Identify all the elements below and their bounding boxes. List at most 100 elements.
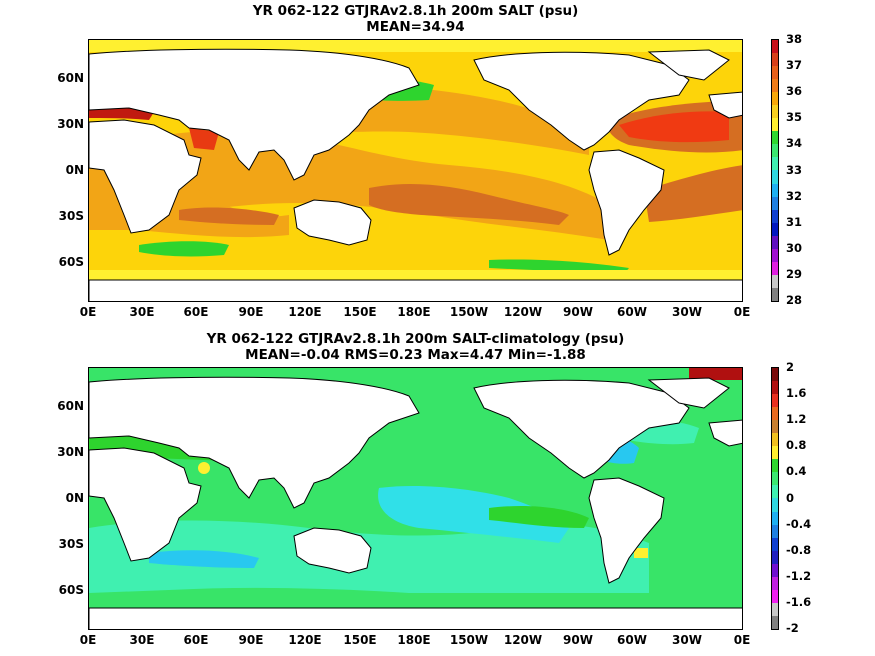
p1-lat-30N: 30N (57, 117, 84, 131)
yellow-spot-arabian (198, 462, 210, 474)
p1-lon-150E: 150E (343, 305, 377, 319)
antarctica (89, 279, 742, 301)
colorbar-segment (772, 368, 778, 382)
colorbar-segment (772, 53, 778, 67)
colorbar-segment (772, 420, 778, 434)
colorbar-segment (772, 511, 778, 525)
colorbar-tick-label: 36 (786, 84, 803, 99)
colorbar-tick-label: 31 (786, 214, 803, 229)
panel1-map (88, 39, 743, 302)
colorbar-segment (772, 472, 778, 486)
colorbar-segment (772, 615, 778, 629)
colorbar-segment (772, 274, 778, 288)
p2-lon-150W: 150W (449, 633, 489, 647)
p1-lon-90W: 90W (563, 305, 593, 319)
panel1-title-line2: MEAN=34.94 (366, 19, 465, 35)
north-america (473, 51, 690, 151)
colorbar-segment (772, 537, 778, 551)
p1-lon-0E-end: 0E (733, 305, 751, 319)
colorbar-tick-label: 1.6 (786, 386, 807, 401)
p1-lat-60S: 60S (58, 255, 84, 269)
colorbar-segment (772, 235, 778, 249)
colorbar-tick-label: -0.4 (786, 516, 812, 531)
colorbar-segment (772, 498, 778, 512)
colorbar-segment (772, 157, 778, 171)
colorbar-segment (772, 79, 778, 93)
colorbar-tick-label: 35 (786, 110, 803, 125)
colorbar-tick-label: -0.8 (786, 542, 812, 557)
colorbar-segment (772, 524, 778, 538)
yellow-spot-patagonia (634, 548, 648, 558)
p2-lon-60E: 60E (183, 633, 209, 647)
colorbar-tick-label: -2 (786, 621, 799, 635)
colorbar-segment (772, 576, 778, 590)
colorbar-tick-label: 29 (786, 266, 803, 281)
colorbar-tick-label: 0.4 (786, 464, 807, 479)
panel2-title-line1: YR 062-122 GTJRAv2.8.1h 200m SALT-climat… (206, 331, 625, 347)
colorbar-segment (772, 144, 778, 158)
land (89, 48, 742, 301)
colorbar-segment (772, 131, 778, 145)
colorbar-segment (772, 118, 778, 132)
p1-lon-60W: 60W (617, 305, 647, 319)
colorbar-segment (772, 183, 778, 197)
europe-west (708, 91, 742, 119)
panel1-title-line1: YR 062-122 GTJRAv2.8.1h 200m SALT (psu) (252, 3, 579, 19)
eurasia (89, 48, 420, 181)
colorbar-segment (772, 563, 778, 577)
australia-2 (293, 527, 372, 574)
p1-lat-0N: 0N (65, 163, 84, 177)
p2-lon-30E: 30E (129, 633, 155, 647)
colorbar-segment (772, 248, 778, 262)
p2-lon-0E-end: 0E (733, 633, 751, 647)
australia (293, 199, 372, 246)
panel2-colorbar (771, 367, 779, 630)
colorbar-tick-label: 0 (786, 490, 795, 505)
colorbar-segment (772, 446, 778, 460)
colorbar-segment (772, 589, 778, 603)
colorbar-tick-label: 0.8 (786, 438, 807, 453)
brown-south-pacific (369, 184, 569, 225)
p1-lon-120W: 120W (503, 305, 543, 319)
antarctica-2 (89, 607, 742, 629)
colorbar-segment (772, 394, 778, 408)
colorbar-segment (772, 261, 778, 275)
colorbar-tick-label: 34 (786, 136, 803, 151)
colorbar-segment (772, 602, 778, 616)
north-america-2 (473, 379, 690, 479)
panel2-title-line2: MEAN=-0.04 RMS=0.23 Max=4.47 Min=-1.88 (245, 347, 586, 363)
colorbar-tick-label: -1.2 (786, 568, 812, 583)
greenland (647, 49, 730, 81)
brown-south-atlantic (644, 165, 742, 222)
cyan-equatorial-pacific (378, 486, 569, 543)
colorbar-segment (772, 170, 778, 184)
south-america-2 (588, 477, 665, 584)
panel1-colorbar (771, 39, 779, 302)
colorbar-tick-label: 28 (786, 293, 803, 307)
colorbar-tick-label: 2 (786, 360, 795, 374)
europe-west-2 (708, 419, 742, 447)
p2-lat-30S: 30S (58, 537, 84, 551)
colorbar-segment (772, 287, 778, 301)
p2-lon-90W: 90W (563, 633, 593, 647)
colorbar-tick-label: 38 (786, 32, 803, 46)
colorbar-tick-label: 1.2 (786, 412, 807, 427)
panel2-map-svg (89, 368, 742, 629)
colorbar-segment (772, 92, 778, 106)
southern-band (89, 593, 742, 608)
panel2-title: YR 062-122 GTJRAv2.8.1h 200m SALT-climat… (88, 331, 743, 363)
colorbar-segment (772, 222, 778, 236)
p2-lat-60N: 60N (57, 399, 84, 413)
colorbar-segment (772, 196, 778, 210)
p1-lon-90E: 90E (238, 305, 264, 319)
red-north-atlantic (619, 111, 729, 143)
p2-lon-60W: 60W (617, 633, 647, 647)
colorbar-segment (772, 550, 778, 564)
brown-indian (179, 207, 279, 225)
p2-lon-180E: 180E (397, 633, 431, 647)
arctic-red (689, 368, 742, 380)
p2-lon-90E: 90E (238, 633, 264, 647)
colorbar-segment (772, 381, 778, 395)
p1-lon-30W: 30W (672, 305, 702, 319)
colorbar-segment (772, 66, 778, 80)
